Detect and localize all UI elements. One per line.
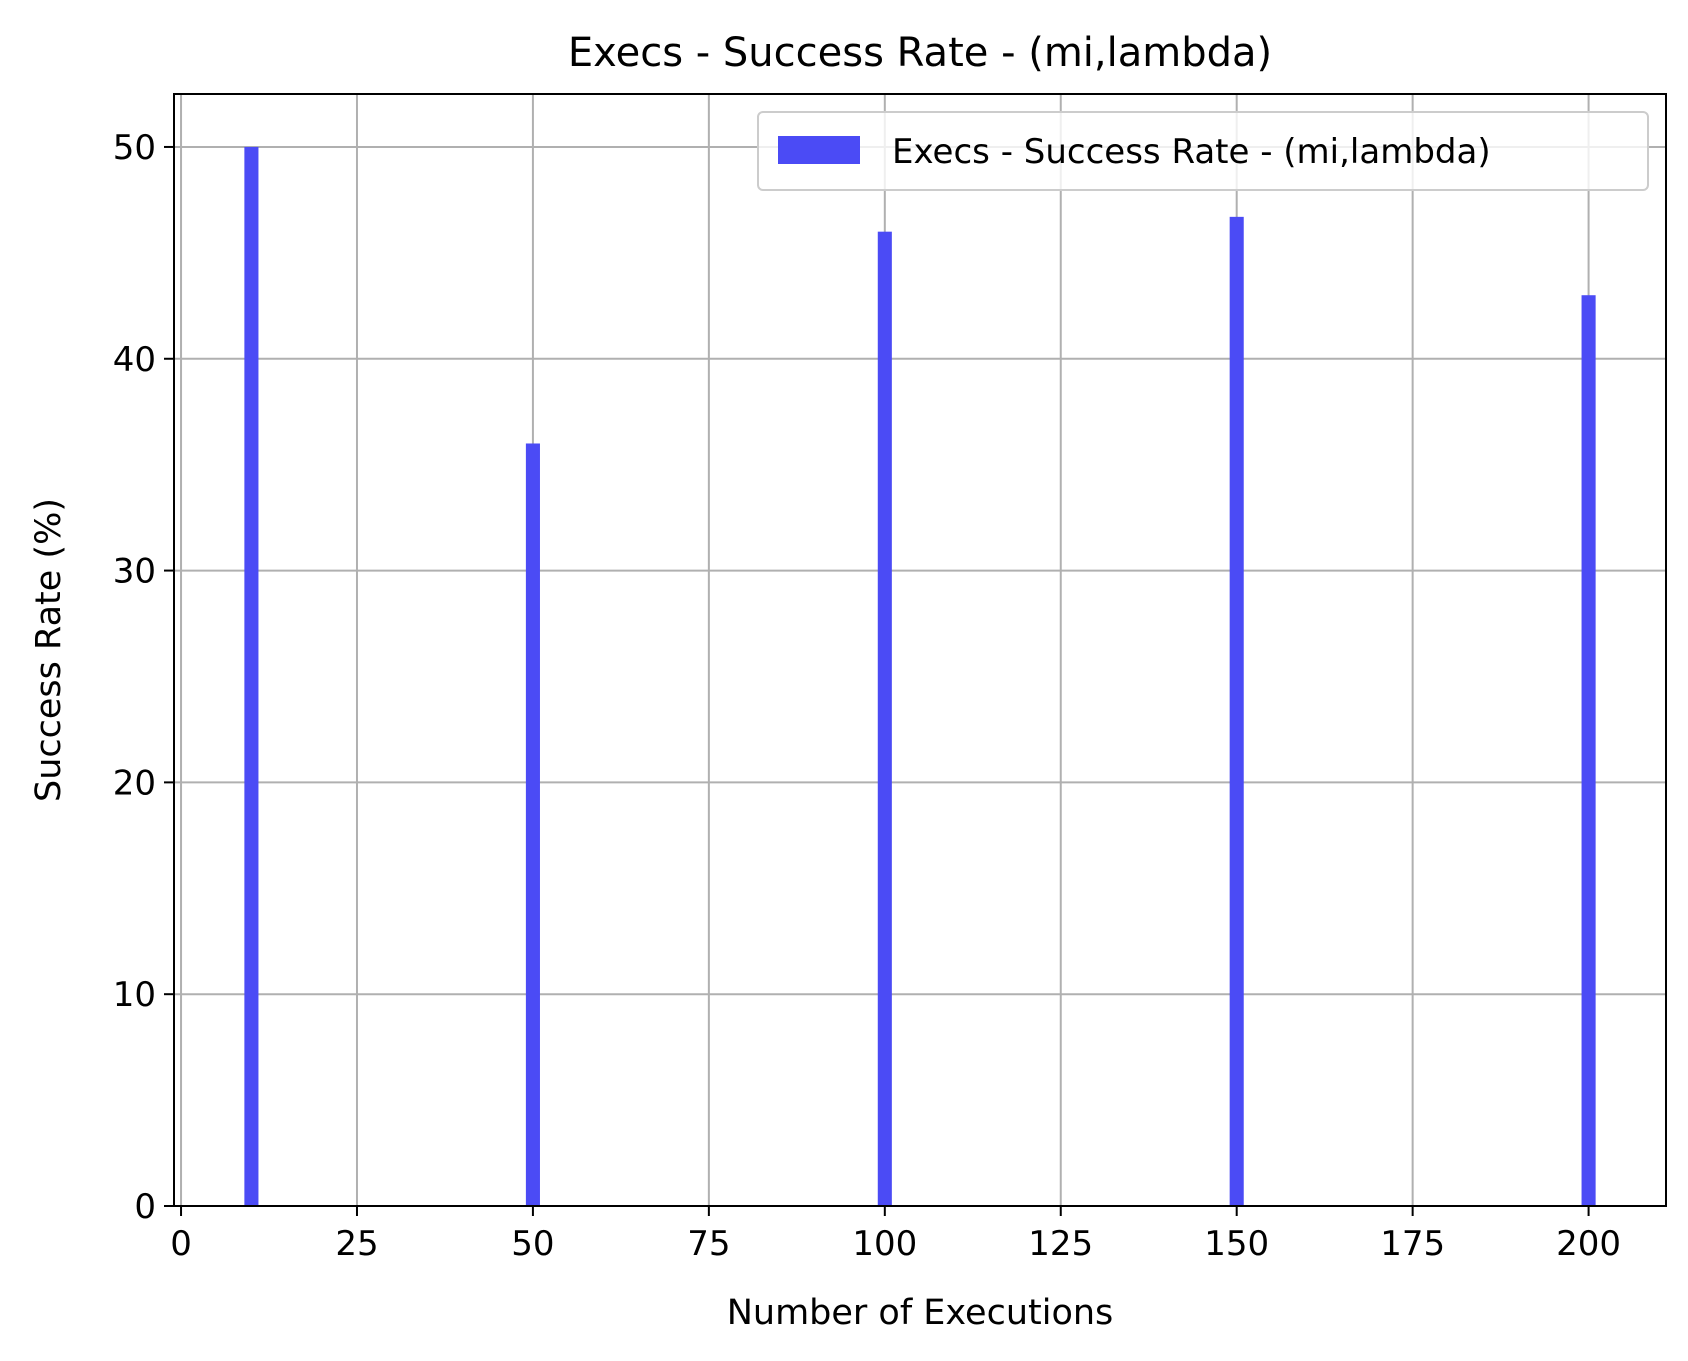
bar: [877, 231, 892, 1206]
x-tick-label: 175: [1380, 1224, 1445, 1264]
legend: Execs - Success Rate - (mi,lambda): [757, 111, 1649, 191]
x-tick-label: 75: [687, 1224, 730, 1264]
x-tick-label: 125: [1028, 1224, 1093, 1264]
y-tick-label: 20: [113, 763, 156, 803]
x-tick-label: 200: [1556, 1224, 1621, 1264]
plot-frame: [173, 93, 1667, 1207]
y-tick-label: 50: [113, 128, 156, 168]
x-tick-label: 0: [170, 1224, 192, 1264]
y-tick-label: 30: [113, 552, 156, 592]
y-axis-label: Success Rate (%): [29, 498, 69, 802]
chart-title: Execs - Success Rate - (mi,lambda): [568, 30, 1272, 76]
bar: [1229, 216, 1244, 1207]
legend-box: [757, 111, 1649, 191]
x-tick-label: 100: [852, 1224, 917, 1264]
bars: [244, 146, 1596, 1207]
legend-swatch: [778, 136, 860, 164]
x-tick-label: 50: [511, 1224, 554, 1264]
y-tick-label: 10: [113, 975, 156, 1015]
bar: [1581, 295, 1596, 1206]
legend-label: Execs - Success Rate - (mi,lambda): [892, 132, 1491, 172]
bar: [244, 146, 259, 1206]
y-tick-label: 0: [134, 1187, 156, 1227]
x-tick-label: 25: [335, 1224, 378, 1264]
bar: [525, 443, 540, 1206]
y-tick-label: 40: [113, 340, 156, 380]
x-tick-label: 150: [1204, 1224, 1269, 1264]
ticks: 0 25 50 75 100 125 150 175 200 0 10 20 30 40 50: [113, 128, 1621, 1264]
x-axis-label: Number of Executions: [727, 1293, 1114, 1333]
